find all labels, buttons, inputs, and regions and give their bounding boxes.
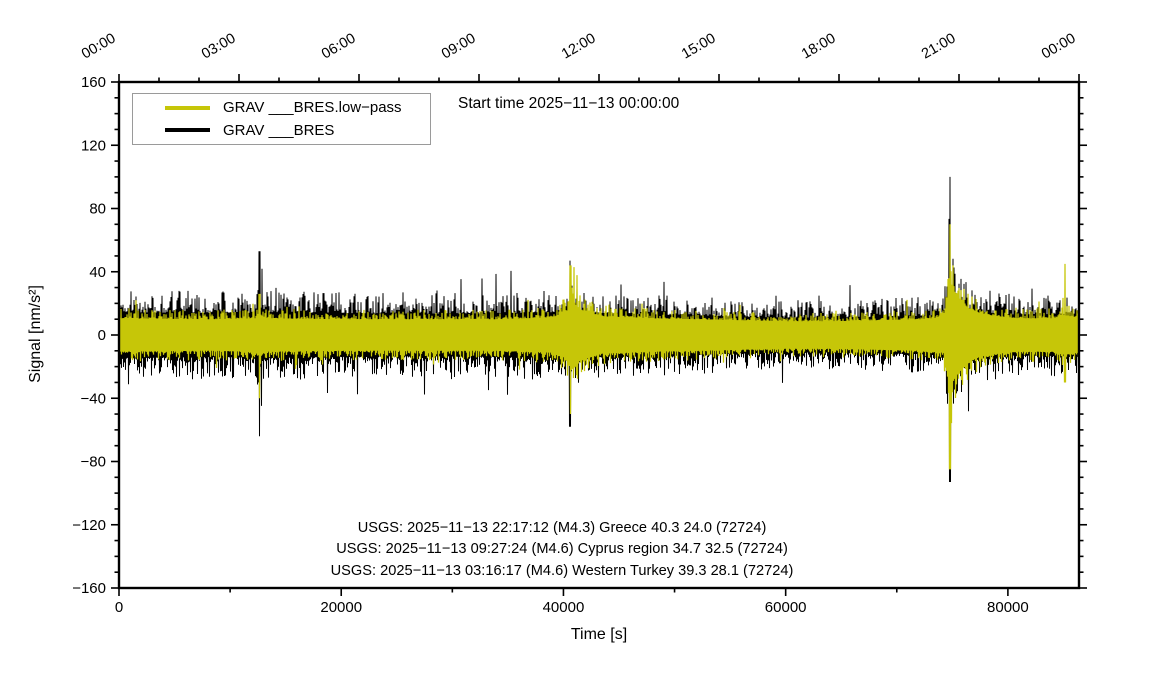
legend-label-raw: GRAV ___BRES — [223, 121, 335, 139]
legend-entry-lowpass: GRAV ___BRES.low−pass — [133, 99, 430, 116]
y-tick-label: −40 — [81, 390, 106, 407]
top-time-label: 15:00 — [679, 30, 718, 62]
y-tick-label: −80 — [81, 454, 106, 471]
top-time-label: 06:00 — [319, 30, 358, 62]
x-axis-label: Time [s] — [570, 626, 628, 643]
y-tick-label: −160 — [72, 580, 106, 597]
series-trace-grav-bres-low-pass — [118, 224, 1080, 470]
top-time-label: 18:00 — [799, 30, 838, 62]
legend-label-lowpass: GRAV ___BRES.low−pass — [223, 99, 402, 117]
earthquake-annotations: USGS: 2025−11−13 22:17:12 (M4.3) Greece … — [119, 518, 1005, 582]
series-trace-grav-bres — [118, 176, 1080, 483]
y-tick-label: −120 — [72, 517, 106, 534]
top-time-label: 21:00 — [919, 30, 958, 62]
legend-entry-raw: GRAV ___BRES — [133, 122, 430, 139]
top-time-label: 12:00 — [559, 30, 598, 62]
legend-swatch-raw-icon — [165, 128, 210, 132]
y-tick-label: 40 — [89, 264, 106, 281]
annotation-line: USGS: 2025−11−13 09:27:24 (M4.6) Cyprus … — [336, 541, 788, 558]
top-time-label: 00:00 — [1039, 30, 1078, 62]
x-tick-label: 20000 — [320, 599, 362, 616]
x-tick-label: 80000 — [987, 599, 1029, 616]
y-axis-label: Signal [nm/s²] — [27, 285, 44, 383]
y-tick-label: 0 — [98, 327, 106, 344]
x-tick-label: 0 — [115, 599, 123, 616]
annotation-line: USGS: 2025−11−13 22:17:12 (M4.3) Greece … — [357, 520, 767, 536]
y-tick-label: 160 — [81, 74, 106, 91]
annotation-line: USGS: 2025−11−13 03:16:17 (M4.6) Western… — [330, 562, 794, 579]
top-time-label: 00:00 — [79, 30, 118, 62]
y-tick-label: 80 — [89, 201, 106, 218]
legend-swatch-lowpass-icon — [165, 106, 210, 110]
legend: GRAV ___BRES.low−pass GRAV ___BRES — [132, 93, 431, 145]
x-tick-label: 40000 — [543, 599, 585, 616]
top-time-label: 09:00 — [439, 30, 478, 62]
x-tick-label: 60000 — [765, 599, 807, 616]
y-tick-label: 120 — [81, 137, 106, 154]
top-time-label: 03:00 — [199, 30, 238, 62]
plot-title: Start time 2025−11−13 00:00:00 — [458, 95, 680, 112]
